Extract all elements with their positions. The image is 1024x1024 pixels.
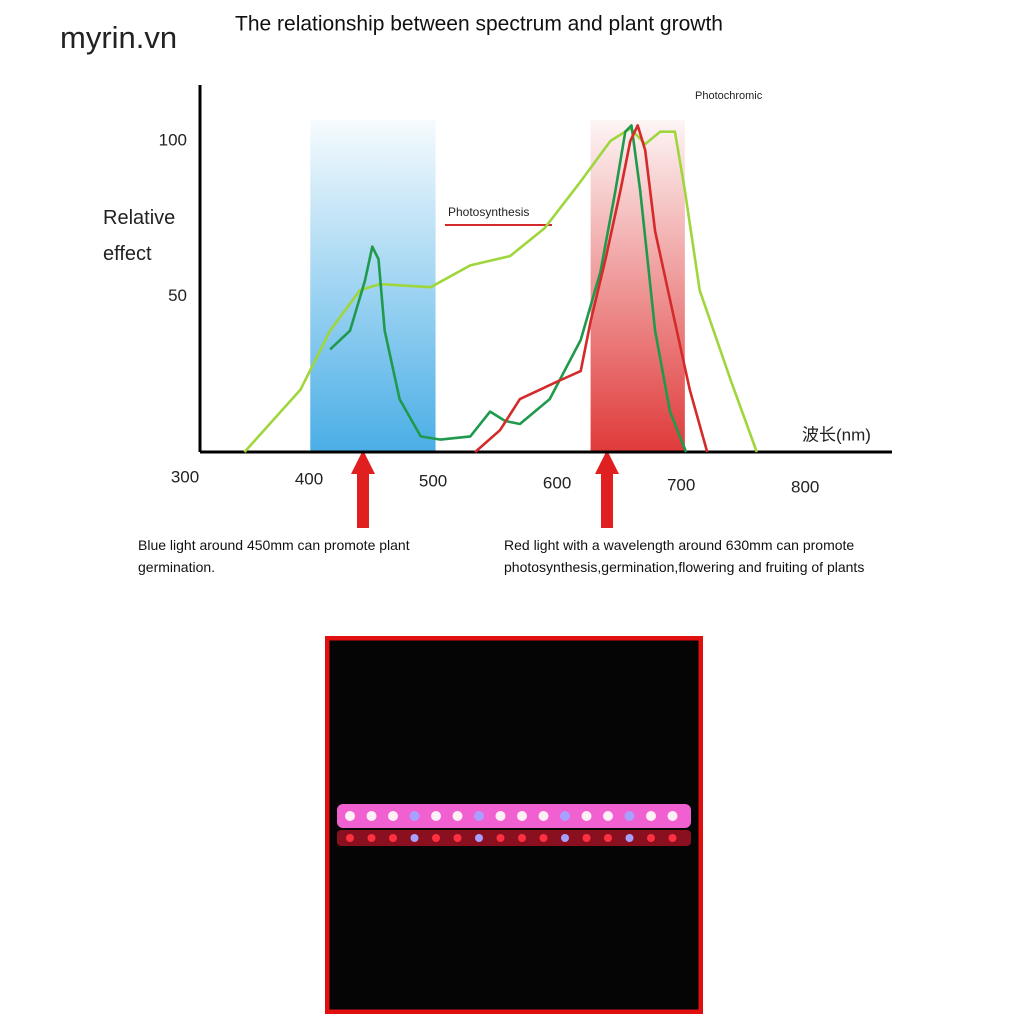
chart-title: The relationship between spectrum and pl… xyxy=(235,13,723,36)
watermark: myrin.vn xyxy=(60,20,177,55)
led xyxy=(582,834,591,842)
led xyxy=(539,834,548,842)
annotation: Photochromic xyxy=(695,90,763,102)
led-tube xyxy=(337,830,691,846)
led xyxy=(475,834,483,842)
led xyxy=(517,811,527,821)
led xyxy=(604,834,612,842)
led xyxy=(495,811,506,821)
led xyxy=(518,834,526,842)
led xyxy=(367,834,376,842)
led xyxy=(538,811,549,821)
caption: Blue light around 450mm can promote plan… xyxy=(138,537,410,575)
led xyxy=(388,811,398,821)
led xyxy=(581,811,592,821)
led xyxy=(667,811,678,821)
led-tube xyxy=(337,804,691,828)
led xyxy=(389,834,397,842)
x-tick-label: 500 xyxy=(419,471,447,490)
chart: myrin.vn The relationship between spectr… xyxy=(60,13,892,528)
x-axis-label: 波长(nm) xyxy=(802,425,871,444)
led xyxy=(345,811,355,821)
series-line xyxy=(474,124,709,453)
led xyxy=(452,811,463,821)
caption: Red light with a wavelength around 630mm… xyxy=(504,537,865,575)
y-tick-label: 100 xyxy=(159,130,187,149)
led xyxy=(409,811,420,821)
y-axis-label: Relative effect xyxy=(103,207,176,265)
x-tick-label: 400 xyxy=(295,469,323,488)
led xyxy=(625,834,634,842)
product-photo xyxy=(325,636,703,1014)
led xyxy=(560,811,570,821)
led xyxy=(646,811,656,821)
led xyxy=(603,811,613,821)
x-tick-label: 300 xyxy=(171,467,199,486)
annotation: Photosynthesis xyxy=(448,205,529,219)
led xyxy=(346,834,354,842)
series-line xyxy=(243,127,759,453)
led xyxy=(410,834,419,842)
x-tick-label: 700 xyxy=(667,475,695,494)
led xyxy=(366,811,377,821)
y-tick-label: 50 xyxy=(168,286,187,305)
x-tick-label: 800 xyxy=(791,477,819,496)
led xyxy=(647,834,655,842)
led xyxy=(624,811,635,821)
led xyxy=(561,834,569,842)
x-tick-label: 600 xyxy=(543,473,571,492)
led xyxy=(474,811,484,821)
led xyxy=(668,834,677,842)
led xyxy=(496,834,505,842)
led xyxy=(432,834,440,842)
led xyxy=(431,811,441,821)
arrow xyxy=(351,450,619,528)
led xyxy=(453,834,462,842)
